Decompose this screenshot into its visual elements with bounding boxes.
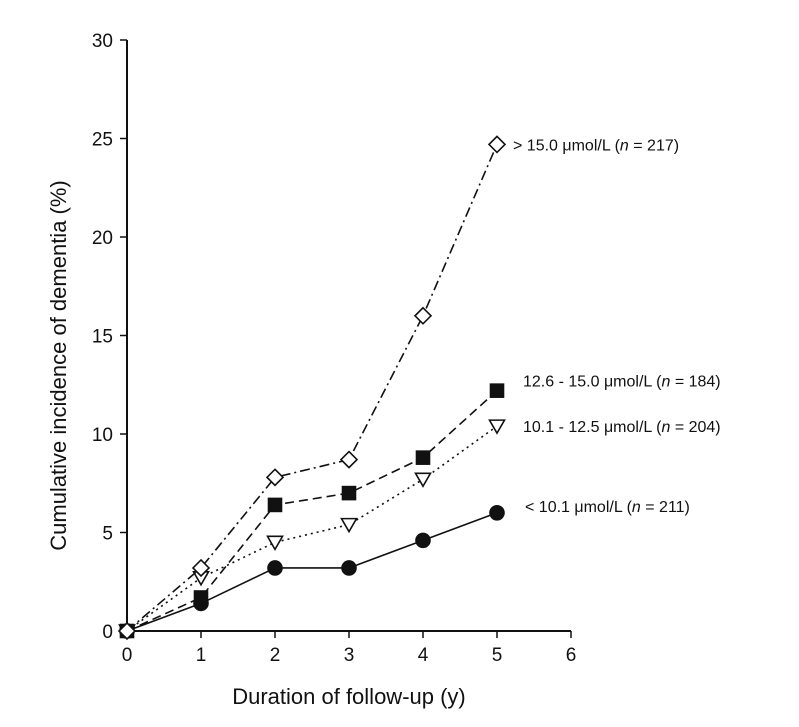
series-3 — [118, 419, 506, 640]
data-point — [193, 590, 209, 605]
x-tick-label: 2 — [270, 645, 281, 666]
series-label-part: = 217) — [629, 137, 679, 154]
data-point — [489, 383, 505, 398]
series-label-1: > 15.0 μmol/L (n = 217) — [513, 137, 679, 154]
x-tick-label: 4 — [418, 645, 429, 666]
series-4 — [119, 504, 505, 639]
y-tick-label: 20 — [92, 228, 113, 249]
series-label-part: < 10.1 μmol/L ( — [525, 499, 633, 516]
data-point — [267, 497, 283, 513]
series-line — [126, 425, 498, 632]
x-axis-title: Duration of follow-up (y) — [232, 684, 466, 709]
series — [117, 135, 507, 641]
series-label-part: n — [661, 374, 670, 391]
x-tick-label: 1 — [196, 645, 207, 666]
series-label-part: n — [632, 499, 641, 516]
series-label-part: n — [661, 419, 670, 436]
data-point — [341, 560, 357, 576]
series-line — [126, 390, 498, 632]
series-label-4: < 10.1 μmol/L (n = 211) — [525, 499, 690, 516]
y-tick-label: 10 — [92, 425, 113, 446]
series-label-part: > 15.0 μmol/L ( — [513, 137, 621, 154]
data-point — [265, 468, 285, 487]
data-point — [489, 504, 505, 521]
x-tick-label: 6 — [566, 645, 577, 666]
series-label-part: = 211) — [641, 499, 690, 516]
series-label-2: 12.6 - 15.0 μmol/L (n = 184) — [523, 374, 721, 391]
y-tick-label: 5 — [102, 524, 113, 545]
series-2 — [119, 383, 505, 639]
data-point — [415, 450, 431, 465]
series-labels: > 15.0 μmol/L (n = 217)12.6 - 15.0 μmol/… — [513, 137, 721, 515]
data-point — [341, 485, 357, 501]
y-tick-label: 15 — [92, 327, 113, 348]
x-tick-label: 0 — [122, 645, 133, 666]
data-point — [340, 517, 358, 534]
data-point — [266, 535, 284, 551]
series-label-part: 12.6 - 15.0 μmol/L ( — [523, 374, 662, 391]
data-point — [415, 532, 431, 549]
y-tick-label: 30 — [92, 31, 113, 52]
series-label-3: 10.1 - 12.5 μmol/L (n = 204) — [523, 419, 721, 436]
data-point — [414, 472, 432, 488]
y-tick-label: 0 — [102, 622, 113, 643]
data-point — [191, 558, 211, 578]
series-label-part: = 184) — [670, 374, 720, 391]
series-label-part: 10.1 - 12.5 μmol/L ( — [523, 419, 662, 436]
x-tick-label: 5 — [492, 645, 503, 666]
series-line — [126, 144, 498, 632]
data-point — [413, 306, 433, 325]
axes — [126, 40, 571, 632]
data-point — [488, 419, 506, 435]
y-axis-title: Cumulative incidence of dementia (%) — [46, 180, 71, 551]
y-tick-label: 25 — [92, 130, 113, 151]
data-point — [117, 621, 137, 641]
ticks: 0 5 10 15 20 25 30 0 1 2 3 4 5 6 — [92, 31, 576, 666]
series-1 — [117, 135, 507, 641]
data-point — [267, 560, 283, 576]
series-line — [126, 512, 498, 632]
series-label-part: n — [620, 137, 629, 154]
x-tick-label: 3 — [344, 645, 355, 666]
series-label-part: = 204) — [670, 419, 720, 436]
data-point — [339, 450, 359, 469]
data-point — [487, 135, 507, 154]
